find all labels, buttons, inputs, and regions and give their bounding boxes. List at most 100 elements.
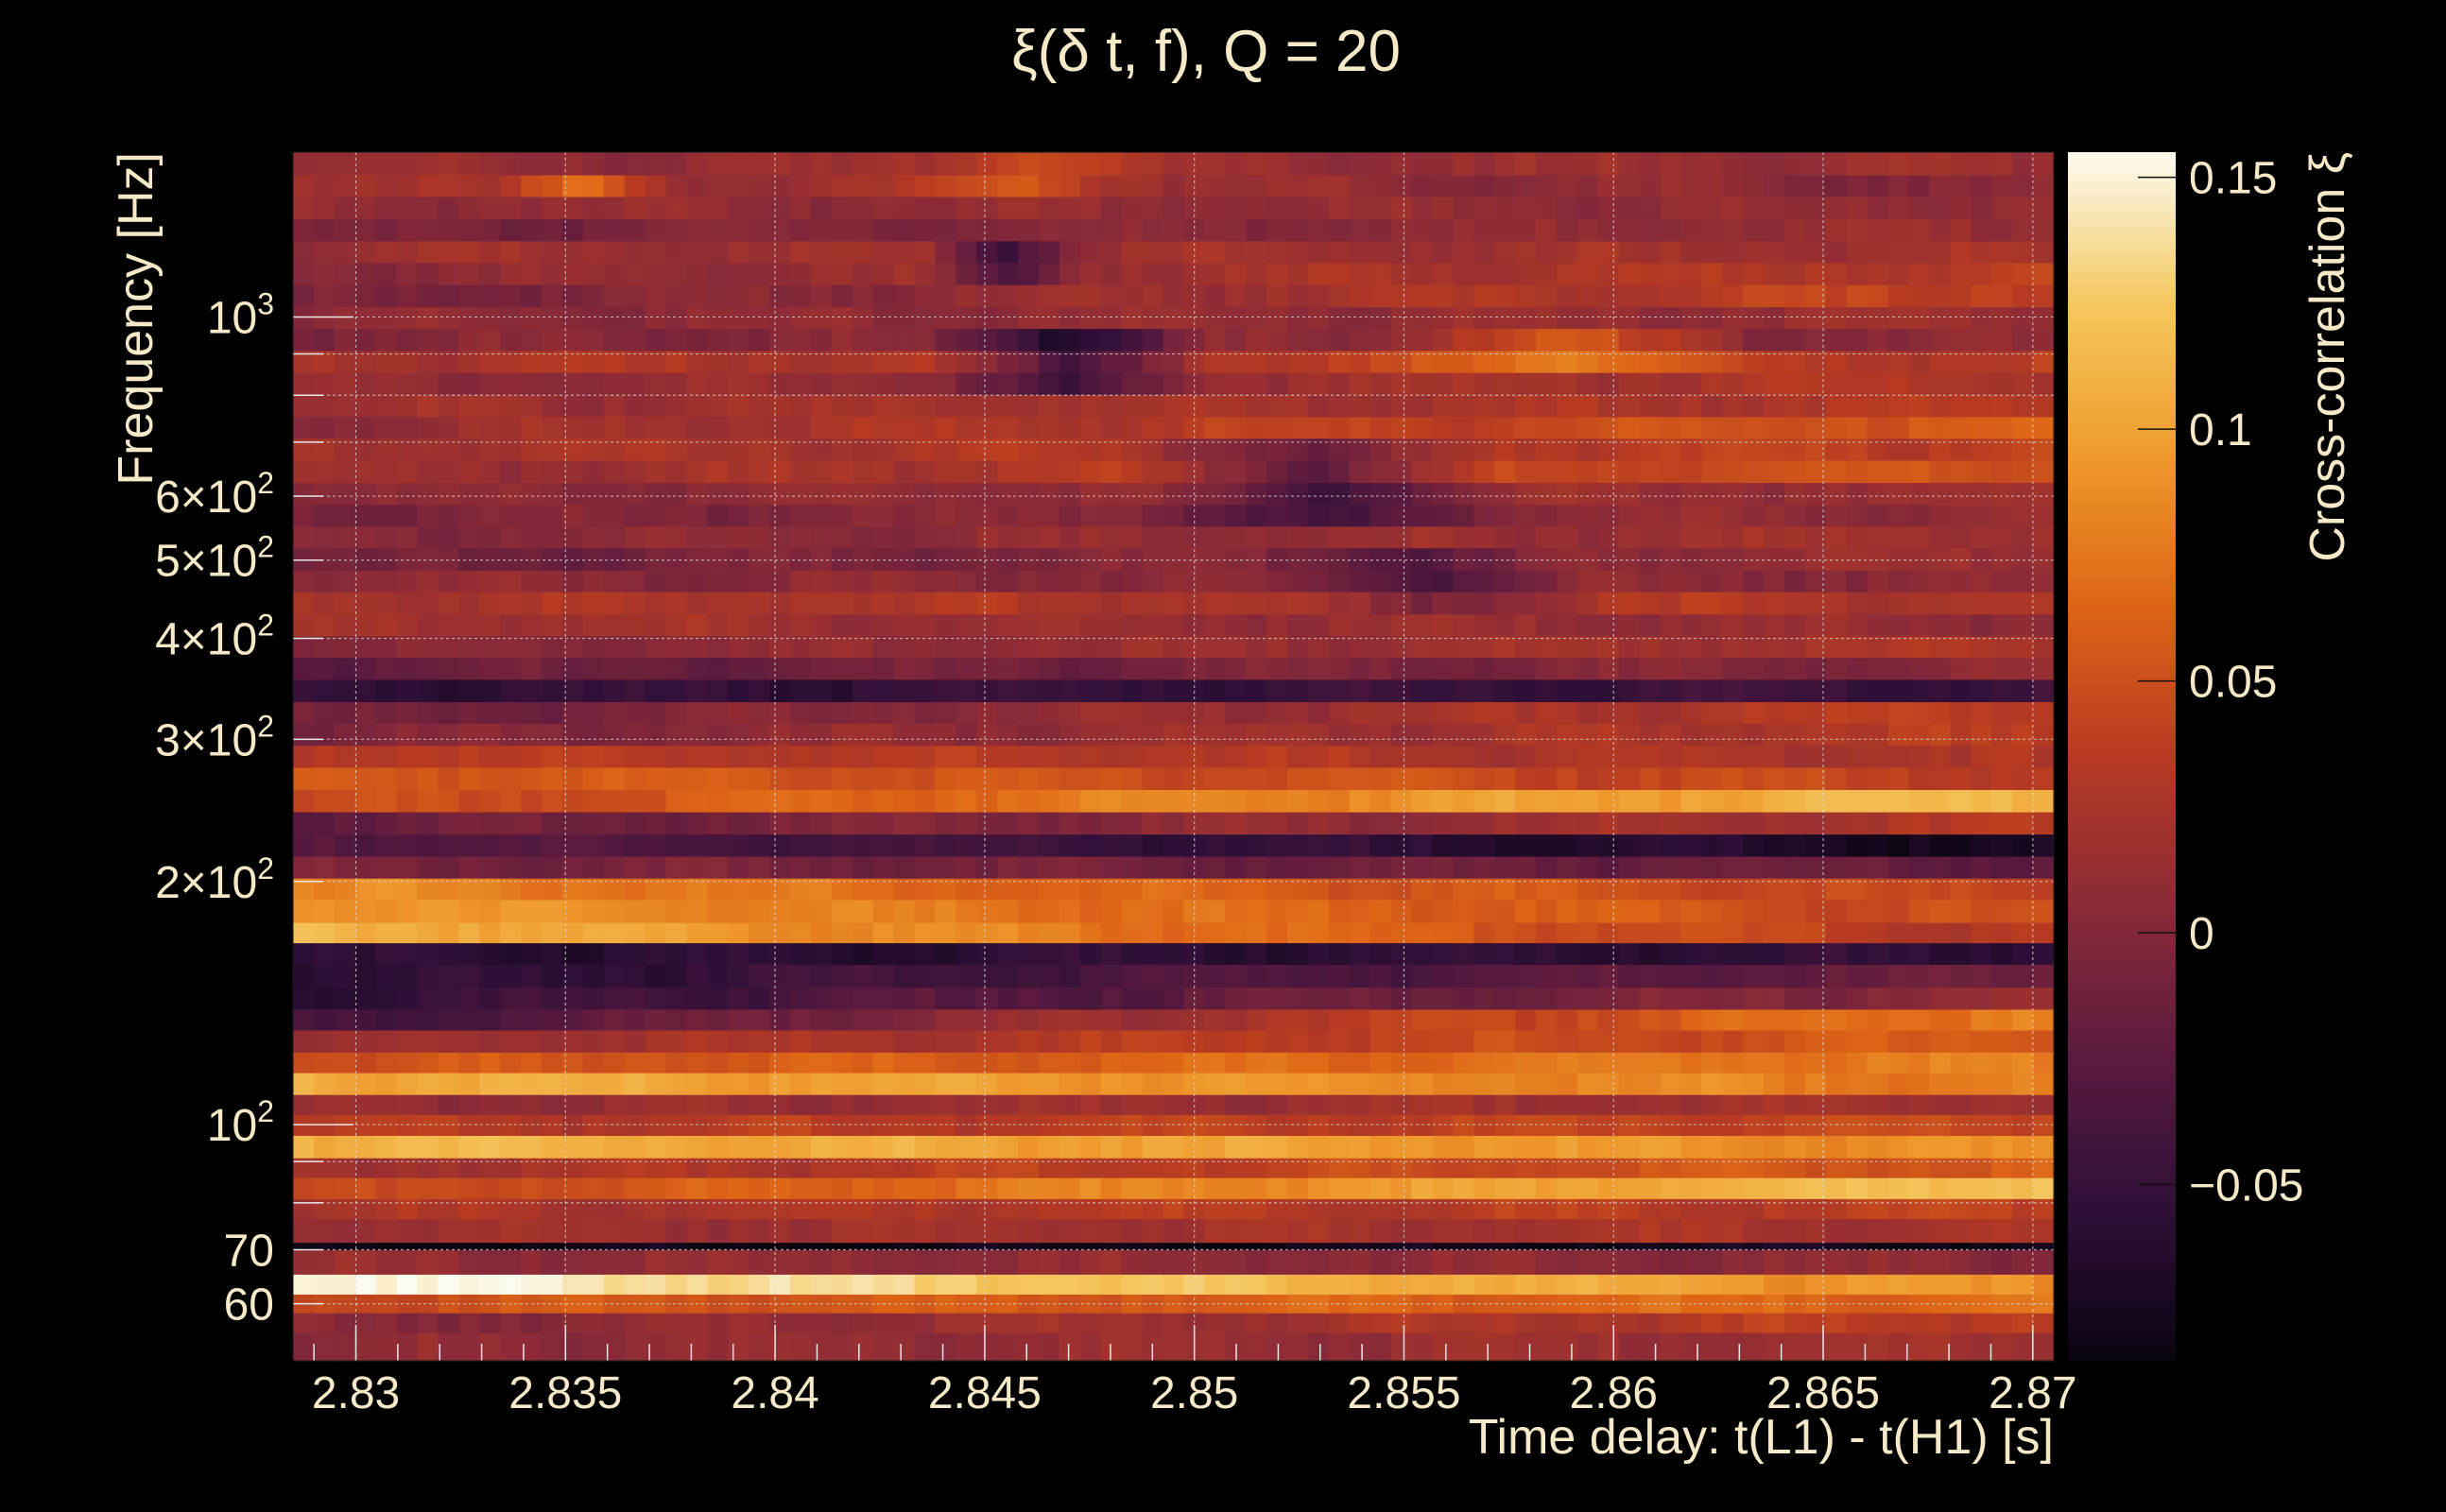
heatmap-cell — [1369, 789, 1392, 813]
heatmap-cell — [1929, 350, 1952, 373]
heatmap-cell — [1494, 899, 1516, 923]
heatmap-cell — [1950, 855, 1972, 879]
heatmap-cell — [1328, 1072, 1351, 1095]
heatmap-cell — [790, 964, 812, 988]
heatmap-cell — [1680, 1332, 1702, 1362]
heatmap-cell — [1680, 218, 1702, 242]
heatmap-cell — [293, 152, 315, 176]
heatmap-cell — [2033, 1198, 2055, 1220]
heatmap-cell — [1142, 218, 1164, 242]
heatmap-cell — [354, 922, 377, 944]
heatmap-cell — [686, 635, 708, 659]
heatmap-cell — [2033, 1218, 2055, 1244]
heatmap-cell — [354, 745, 377, 768]
heatmap-cell — [1597, 1052, 1620, 1074]
heatmap-cell — [1618, 964, 1641, 988]
heatmap-cell — [1390, 1242, 1413, 1251]
heatmap-cell — [1950, 1072, 1972, 1095]
heatmap-cell — [893, 701, 916, 724]
heatmap-cell — [1556, 459, 1578, 484]
heatmap-cell — [935, 1135, 956, 1159]
heatmap-cell — [354, 833, 377, 857]
heatmap-cell — [976, 766, 998, 791]
colorbar-segment — [2068, 1350, 2176, 1362]
heatmap-cell — [354, 196, 377, 219]
heatmap-cell — [872, 1072, 895, 1095]
heatmap-cell — [334, 196, 356, 219]
heatmap-cell — [1764, 1218, 1785, 1244]
heatmap-cell — [1453, 899, 1474, 923]
heatmap-cell — [728, 240, 749, 264]
heatmap-cell — [1059, 878, 1081, 901]
heatmap-cell — [1743, 438, 1765, 461]
colorbar-segment — [2068, 696, 2176, 707]
colorbar-segment — [2068, 897, 2176, 909]
heatmap-cell — [1018, 1114, 1040, 1136]
heatmap-cell — [852, 1029, 874, 1053]
heatmap-cell — [914, 833, 937, 857]
heatmap-cell — [1059, 942, 1081, 965]
heatmap-cell — [749, 855, 770, 879]
heatmap-cell — [1142, 152, 1164, 176]
heatmap-cell — [852, 525, 874, 549]
heatmap-cell — [1825, 657, 1848, 680]
heatmap-cell — [1369, 394, 1392, 418]
heatmap-cell — [810, 1072, 833, 1095]
heatmap-cell — [1680, 1294, 1702, 1314]
heatmap-cell — [1991, 1052, 2013, 1074]
heatmap-cell — [1142, 1274, 1164, 1295]
heatmap-cell — [1887, 218, 1910, 242]
heatmap-cell — [500, 922, 522, 944]
heatmap-cell — [1432, 218, 1454, 242]
heatmap-cell — [1950, 350, 1972, 373]
heatmap-cell — [1929, 284, 1952, 308]
heatmap-cell — [1597, 942, 1620, 965]
heatmap-cell — [1515, 613, 1537, 637]
heatmap-cell — [582, 240, 605, 264]
heatmap-cell — [458, 284, 480, 308]
heatmap-cell — [1804, 262, 1827, 285]
heatmap-cell — [1246, 152, 1267, 176]
heatmap-cell — [997, 1274, 1019, 1295]
heatmap-cell — [1825, 592, 1848, 615]
heatmap-cell — [1453, 1242, 1474, 1251]
heatmap-cell — [1846, 987, 1869, 1010]
heatmap-cell — [686, 394, 708, 418]
heatmap-cell — [1121, 1158, 1144, 1178]
heatmap-cell — [438, 416, 459, 439]
heatmap-cell — [1887, 1008, 1910, 1031]
heatmap-cell — [1764, 812, 1785, 835]
heatmap-cell — [1867, 196, 1889, 219]
heatmap-cell — [1764, 1249, 1785, 1275]
heatmap-cell — [1825, 1218, 1848, 1244]
heatmap-cell — [893, 459, 916, 484]
heatmap-cell — [1784, 504, 1806, 527]
heatmap-cell — [1784, 262, 1806, 285]
heatmap-cell — [810, 812, 833, 835]
colorbar-segment — [2068, 222, 2176, 233]
heatmap-cell — [1473, 504, 1495, 527]
heatmap-cell — [542, 570, 563, 593]
heatmap-cell — [1204, 262, 1226, 285]
heatmap-cell — [1225, 262, 1247, 285]
heatmap-cell — [1846, 1274, 1869, 1295]
heatmap-cell — [1639, 416, 1662, 439]
heatmap-cell — [1887, 1158, 1910, 1178]
heatmap-cell — [1597, 1274, 1620, 1295]
heatmap-cell — [1950, 1158, 1972, 1178]
heatmap-cell — [1287, 547, 1309, 571]
heatmap-cell — [997, 525, 1019, 549]
heatmap-cell — [1680, 1198, 1702, 1220]
heatmap-cell — [1639, 372, 1662, 395]
heatmap-cell — [914, 1242, 937, 1251]
heatmap-cell — [956, 372, 977, 395]
heatmap-cell — [1307, 504, 1330, 527]
heatmap-cell — [1079, 1158, 1102, 1178]
heatmap-cell — [686, 438, 708, 461]
heatmap-cell — [1453, 1094, 1474, 1115]
heatmap-cell — [1846, 482, 1869, 506]
heatmap-cell — [1867, 262, 1889, 285]
heatmap-cell — [1576, 635, 1599, 659]
heatmap-cell — [1453, 833, 1474, 857]
heatmap-cell — [603, 922, 626, 944]
